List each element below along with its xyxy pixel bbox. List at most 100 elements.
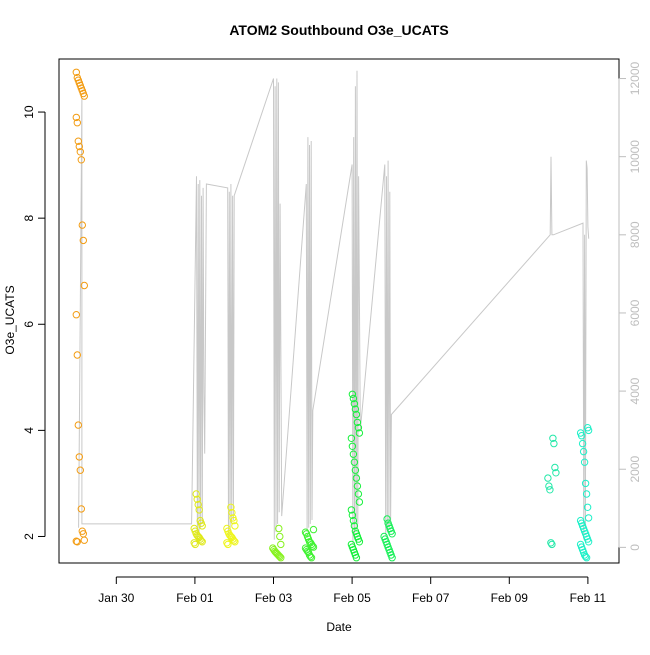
- data-point: [198, 538, 206, 546]
- data-point: [197, 537, 205, 545]
- data-point: [353, 482, 362, 490]
- y-tick-label: 2: [22, 533, 36, 540]
- data-point: [545, 482, 553, 490]
- data-point: [76, 148, 85, 156]
- data-point: [547, 539, 555, 547]
- data-point: [72, 113, 81, 122]
- data-point: [79, 236, 88, 245]
- data-point: [355, 498, 364, 506]
- data-point: [584, 426, 593, 435]
- y2-tick-label: 10000: [628, 140, 642, 174]
- data-point: [227, 503, 235, 511]
- data-point: [388, 554, 396, 562]
- data-point: [582, 490, 591, 498]
- data-point: [348, 511, 357, 519]
- data-point: [306, 552, 315, 561]
- data-point: [275, 524, 283, 533]
- data-point: [230, 537, 238, 545]
- data-point: [308, 542, 317, 550]
- data-point: [353, 418, 362, 427]
- data-point: [354, 424, 363, 432]
- data-point: [352, 410, 361, 419]
- data-point: [383, 515, 391, 523]
- x-axis-label: Date: [326, 620, 352, 634]
- data-point: [74, 137, 83, 145]
- data-point: [277, 540, 285, 549]
- plot-frame: [58, 58, 620, 564]
- data-point: [350, 458, 359, 466]
- data-point: [581, 552, 590, 561]
- data-point: [579, 447, 588, 456]
- data-point: [550, 439, 558, 448]
- data-points-group: [72, 68, 593, 562]
- data-point: [75, 453, 84, 461]
- altitude-trace-line: [78, 70, 590, 544]
- data-point: [80, 536, 89, 544]
- data-point: [551, 463, 559, 472]
- data-point: [347, 434, 356, 442]
- data-point: [354, 490, 363, 498]
- data-point: [580, 458, 589, 466]
- data-point: [72, 311, 81, 319]
- data-point: [72, 68, 81, 77]
- data-point: [552, 469, 560, 477]
- data-point: [193, 495, 201, 503]
- data-point: [73, 119, 82, 127]
- data-point: [549, 434, 557, 442]
- data-point: [355, 429, 364, 437]
- y2-tick-label: 6000: [628, 299, 642, 326]
- chart-title: ATOM2 Southbound O3e_UCATS: [229, 22, 448, 38]
- y2-tick-label: 4000: [628, 377, 642, 404]
- data-point: [276, 532, 284, 541]
- data-point: [349, 516, 358, 525]
- y2-tick-label: 12000: [628, 61, 642, 95]
- data-point: [577, 432, 586, 440]
- data-point: [80, 281, 89, 290]
- y-tick-label: 4: [22, 427, 36, 434]
- x-tick-label: Feb 09: [491, 591, 529, 605]
- data-point: [190, 539, 198, 547]
- y2-tick-label: 0: [628, 544, 642, 551]
- y2-axis: 0 2000 4000 6000 8000 10000 12000: [618, 61, 642, 551]
- data-point: [275, 551, 283, 560]
- data-point: [388, 530, 396, 538]
- x-tick-label: Feb 03: [255, 591, 293, 605]
- y-tick-label: 8: [22, 215, 36, 222]
- x-tick-label: Feb 11: [570, 591, 607, 605]
- data-point: [195, 506, 203, 514]
- data-point: [231, 538, 239, 546]
- data-point: [581, 479, 590, 488]
- data-point: [223, 539, 231, 547]
- data-point: [583, 503, 592, 511]
- data-point: [309, 543, 318, 551]
- data-point: [347, 506, 356, 514]
- data-point: [77, 156, 86, 164]
- data-point: [231, 522, 239, 530]
- data-point: [77, 505, 86, 513]
- y-axis-label: O3e_UCATS: [3, 285, 17, 354]
- data-point: [351, 405, 360, 413]
- y-tick-label: 10: [22, 105, 36, 119]
- data-point: [78, 221, 87, 229]
- x-tick-label: Feb 07: [412, 591, 450, 605]
- data-point: [546, 486, 554, 494]
- data-point: [348, 390, 357, 398]
- data-point: [73, 538, 82, 546]
- data-point: [277, 554, 285, 562]
- x-tick-label: Jan 30: [98, 591, 134, 605]
- data-point: [307, 554, 316, 562]
- data-point: [584, 514, 593, 522]
- data-point: [198, 522, 206, 530]
- altitude-trace-group: [78, 70, 590, 544]
- data-point: [194, 500, 202, 509]
- data-point: [584, 538, 593, 546]
- y-tick-label: 6: [22, 321, 36, 328]
- y2-tick-label: 8000: [628, 221, 642, 248]
- y2-tick-label: 2000: [628, 456, 642, 483]
- data-point: [301, 528, 310, 536]
- data-point: [349, 450, 358, 458]
- data-point: [350, 522, 359, 530]
- data-point: [348, 442, 357, 450]
